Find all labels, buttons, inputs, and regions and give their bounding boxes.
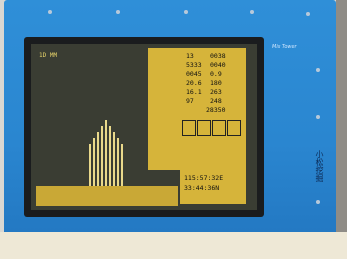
readout-value: 263	[210, 88, 222, 96]
coordinate-panel: 115:57:32E 33:44:36N	[180, 170, 246, 204]
screw	[48, 10, 52, 14]
depth-bar	[105, 120, 107, 190]
readout-value: 13	[186, 52, 194, 60]
coordinate: 115:57:32E	[184, 174, 223, 182]
screw	[316, 115, 320, 119]
depth-graphic	[89, 114, 129, 194]
readout-value: 5333	[186, 61, 202, 69]
icon-box	[227, 120, 241, 136]
readout-value: 97	[186, 97, 194, 105]
icon-box	[197, 120, 211, 136]
depth-bar	[117, 138, 119, 190]
desk	[0, 232, 347, 259]
depth-bar	[93, 138, 95, 190]
readout-value: 248	[210, 97, 222, 105]
depth-bar	[113, 132, 115, 190]
readout-value: 0045	[186, 70, 202, 78]
readout-value: 20.6	[186, 79, 202, 87]
status-bar	[36, 186, 178, 206]
screw	[116, 10, 120, 14]
depth-bar	[121, 144, 123, 190]
coordinate: 33:44:36N	[184, 184, 219, 192]
readout-panel: 13 0038 5333 0040 0045 0.9 20.6 180 16.1 263 97 248…	[148, 48, 246, 170]
icon-box	[182, 120, 196, 136]
icon-box	[212, 120, 226, 136]
depth-bar	[101, 126, 103, 190]
depth-bar	[89, 144, 91, 190]
readout-value: 0.9	[210, 70, 222, 78]
depth-bar	[97, 132, 99, 190]
mode-label: 1D MM	[39, 52, 57, 59]
brand-label: Mis Tower	[272, 44, 297, 50]
screw	[316, 200, 320, 204]
screw	[250, 10, 254, 14]
depth-bar	[109, 126, 111, 190]
readout-value: 0038	[210, 52, 226, 60]
screw	[184, 10, 188, 14]
readout-value: 16.1	[186, 88, 202, 96]
scene: Mis Tower 小松挖掘 1D MM 13 0038 5333 0040 0045 0…	[0, 0, 347, 259]
screw	[306, 12, 310, 16]
background-wall	[336, 0, 347, 259]
readout-value: 180	[210, 79, 222, 87]
side-label: 小松挖掘	[314, 150, 325, 182]
total-value: 28350	[206, 106, 226, 114]
screw	[316, 68, 320, 72]
readout-value: 0040	[210, 61, 226, 69]
